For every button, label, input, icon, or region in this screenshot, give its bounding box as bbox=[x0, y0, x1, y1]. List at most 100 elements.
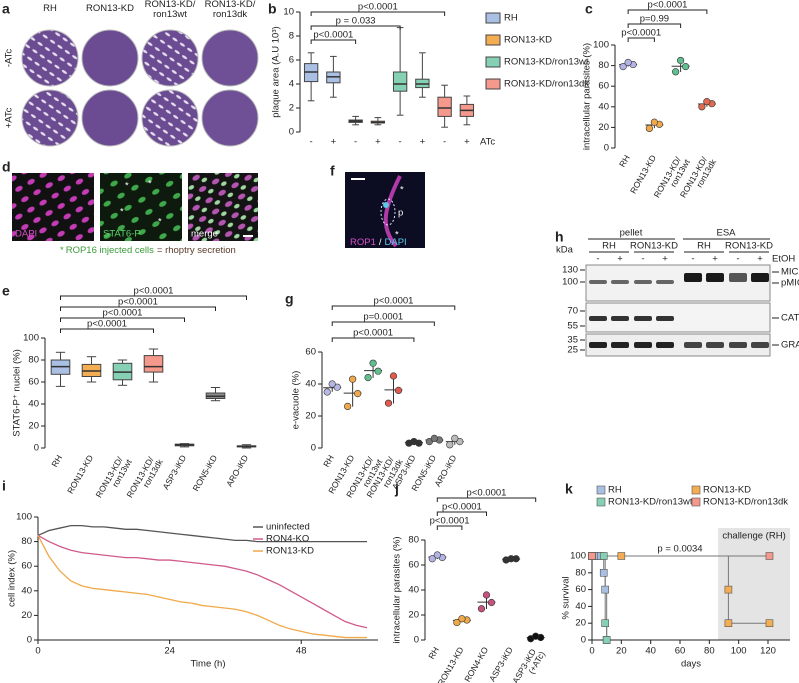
y-tick-label: 60 bbox=[305, 347, 316, 358]
significance-bracket bbox=[627, 37, 655, 42]
caption-marker: * bbox=[60, 245, 64, 256]
marker bbox=[599, 568, 608, 577]
x-tick-label: 48 bbox=[296, 646, 307, 657]
y-tick-label: 80 bbox=[28, 355, 39, 366]
x-tick-label: RON13-KD bbox=[628, 153, 658, 195]
lane-sign: + bbox=[617, 254, 623, 265]
x-tick-label: RON4-KO bbox=[462, 645, 490, 683]
band bbox=[656, 316, 674, 321]
dot bbox=[624, 58, 632, 67]
x-tick-label: - bbox=[443, 137, 446, 148]
x-tick-label: 40 bbox=[645, 646, 656, 657]
significance-bracket bbox=[310, 11, 446, 16]
dot bbox=[703, 98, 711, 106]
legend-label: RON13-KD/ron13dk bbox=[703, 497, 788, 508]
legend-label: RON13-KD bbox=[266, 546, 314, 557]
y-tick-label: 60 bbox=[575, 584, 586, 595]
y-tick-label: 60 bbox=[21, 561, 32, 572]
significance-bracket bbox=[331, 321, 435, 326]
injected-marker: * bbox=[120, 207, 124, 218]
dot bbox=[507, 555, 515, 563]
panel-letter: c bbox=[585, 1, 593, 17]
marker bbox=[601, 585, 610, 594]
x-axis-label: ATc bbox=[480, 137, 495, 148]
dot bbox=[333, 383, 341, 391]
lane-sign: - bbox=[596, 254, 599, 265]
band-label: MIC2 bbox=[781, 267, 799, 278]
injected-marker: * bbox=[125, 181, 129, 192]
western-blot: h pellet ESA RH RON13-KD RH RON13-KD - + - + - + - + Et… bbox=[555, 228, 799, 357]
legend-swatch bbox=[691, 497, 701, 507]
x-tick-label: + bbox=[375, 137, 381, 148]
marker bbox=[599, 552, 608, 560]
panel-letter: i bbox=[2, 478, 6, 494]
dot bbox=[446, 441, 454, 449]
y-tick-label: 40 bbox=[21, 585, 32, 596]
band bbox=[634, 316, 652, 321]
micrograph bbox=[188, 173, 258, 241]
panel-letter: b bbox=[268, 1, 277, 17]
strain-label: RON13-KD bbox=[630, 241, 678, 252]
x-tick-label: RH bbox=[49, 453, 64, 469]
image-label: STAT6-P bbox=[103, 229, 141, 240]
column-header: RON13-KD bbox=[85, 3, 135, 14]
band bbox=[589, 316, 607, 321]
marker bbox=[588, 552, 596, 560]
legend-label: RON13-KD bbox=[703, 485, 751, 496]
y-tick-label: 0 bbox=[289, 127, 294, 138]
y-tick-label: 80 bbox=[408, 535, 419, 546]
mw-label: 130 bbox=[562, 265, 578, 276]
y-tick-label: 0 bbox=[581, 635, 586, 646]
x-tick-label: RON13-KD/ ron13dk bbox=[125, 452, 166, 503]
y-tick-label: 20 bbox=[575, 618, 586, 629]
caption-text: = rhoptry secretion bbox=[157, 245, 236, 256]
x-tick-label: 120 bbox=[760, 646, 776, 657]
mw-label: 70 bbox=[567, 306, 578, 317]
y-tick-label: 20 bbox=[408, 610, 419, 621]
micrograph bbox=[100, 173, 182, 241]
box bbox=[437, 96, 452, 117]
lane-sign: - bbox=[641, 254, 644, 265]
x-tick-label: RON5-iKD bbox=[190, 453, 219, 493]
p-value: p<0.0001 bbox=[621, 28, 661, 39]
stain-label: ROP1/DAPI bbox=[350, 237, 407, 248]
significance-bracket bbox=[310, 25, 401, 30]
x-tick-label: - bbox=[399, 137, 402, 148]
y-tick-label: 0 bbox=[34, 443, 39, 454]
y-tick-label: 2 bbox=[289, 103, 294, 114]
group-label: pellet bbox=[620, 228, 643, 239]
lane-sign: + bbox=[712, 254, 718, 265]
band bbox=[706, 342, 724, 348]
dot bbox=[430, 434, 438, 443]
y-tick-label: 0 bbox=[414, 635, 419, 646]
significance-bracket bbox=[436, 497, 537, 502]
y-tick-label: 20 bbox=[598, 122, 609, 133]
shade-label: challenge (RH) bbox=[722, 531, 785, 542]
band bbox=[684, 342, 702, 348]
p-value: p=0.0001 bbox=[363, 312, 403, 323]
stain: ROP1 bbox=[350, 237, 376, 248]
y-tick-label: 60 bbox=[598, 81, 609, 92]
y-tick-label: 100 bbox=[570, 551, 586, 562]
lane-sign: + bbox=[757, 254, 763, 265]
significance-bracket bbox=[60, 317, 185, 322]
p-value: p<0.0001 bbox=[134, 286, 174, 297]
x-tick-label: ARO-iKD bbox=[224, 453, 250, 488]
step-line bbox=[621, 555, 729, 590]
marker bbox=[601, 619, 610, 628]
dot bbox=[619, 63, 627, 71]
p-value: p = 0.033 bbox=[336, 16, 376, 27]
dot bbox=[410, 438, 418, 446]
band bbox=[729, 342, 747, 348]
y-tick-label: 80 bbox=[598, 60, 609, 71]
y-axis-label: cell index (%) bbox=[7, 550, 18, 607]
x-tick-label: + bbox=[331, 137, 337, 148]
row-label: +ATc bbox=[4, 107, 15, 128]
lane-sign: - bbox=[736, 254, 739, 265]
band bbox=[751, 342, 769, 348]
p-value: p<0.0001 bbox=[103, 308, 143, 319]
band bbox=[611, 342, 629, 348]
legend-label: RON13-KD/ron13dk bbox=[504, 79, 589, 90]
band bbox=[684, 273, 702, 282]
band-label: GRA1 bbox=[781, 340, 799, 351]
